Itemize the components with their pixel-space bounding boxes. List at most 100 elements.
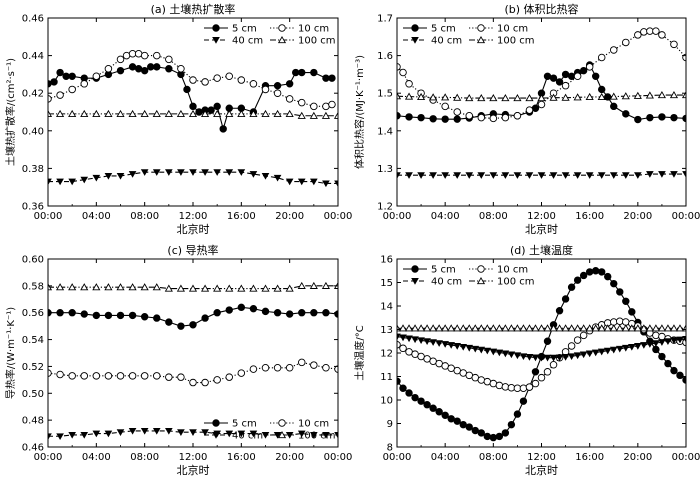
data-point — [477, 376, 486, 384]
data-point — [397, 172, 401, 179]
data-point — [429, 115, 437, 123]
data-point — [471, 324, 480, 332]
data-point — [591, 267, 600, 275]
data-point — [501, 172, 510, 179]
data-point — [435, 324, 444, 332]
data-point — [622, 297, 630, 305]
data-point — [177, 65, 185, 73]
data-point — [128, 311, 137, 320]
data-point — [310, 309, 318, 317]
data-point — [404, 92, 414, 100]
data-point — [429, 339, 437, 346]
data-point — [537, 373, 546, 382]
data-point — [152, 427, 161, 435]
y-tick-label: 0.36 — [22, 202, 44, 213]
series-line — [48, 53, 333, 107]
data-point — [213, 309, 221, 317]
data-point — [116, 283, 125, 291]
data-point — [249, 80, 258, 88]
data-point — [531, 368, 540, 376]
data-point — [670, 113, 678, 122]
data-point — [615, 345, 624, 353]
data-point — [513, 94, 522, 102]
y-tick-label: 0.52 — [22, 362, 44, 373]
data-point — [411, 393, 419, 402]
data-point — [627, 343, 636, 351]
data-point — [513, 172, 522, 179]
data-point — [489, 94, 498, 102]
data-point — [435, 340, 443, 347]
data-point — [675, 324, 685, 332]
data-point — [201, 109, 210, 117]
data-point — [177, 322, 185, 330]
data-point — [183, 85, 191, 94]
data-point — [188, 109, 198, 117]
data-point — [609, 92, 618, 100]
data-point — [657, 324, 666, 332]
y-tick-label: 0.60 — [22, 255, 44, 266]
data-point — [573, 336, 582, 344]
data-point — [670, 171, 678, 178]
legend-label: 5 cm — [431, 24, 456, 35]
data-point — [525, 383, 534, 391]
data-point — [664, 359, 672, 368]
y-tick-label: 13 — [380, 325, 393, 336]
series-line — [397, 30, 686, 119]
data-point — [453, 172, 462, 179]
data-point — [537, 100, 546, 109]
data-point — [537, 172, 546, 179]
data-point — [177, 373, 185, 381]
data-point — [128, 63, 137, 71]
data-point — [585, 324, 594, 332]
data-point — [201, 169, 209, 176]
data-point — [609, 324, 618, 332]
data-point — [273, 81, 282, 90]
data-point — [128, 109, 137, 117]
data-point — [585, 92, 594, 101]
data-point — [579, 331, 588, 340]
data-point — [658, 352, 666, 361]
y-tick-label: 10 — [380, 396, 393, 407]
data-point — [561, 93, 570, 101]
data-point — [453, 324, 462, 332]
data-point — [56, 370, 64, 379]
legend-label: 10 cm — [497, 24, 528, 35]
data-point — [555, 78, 564, 86]
data-point — [652, 340, 660, 347]
data-point — [670, 40, 678, 49]
data-point — [310, 68, 318, 77]
data-point — [116, 429, 125, 436]
y-tick-label: 0.56 — [22, 308, 44, 319]
x-tick-label: 20:00 — [623, 211, 652, 222]
data-point — [561, 172, 570, 179]
data-point — [561, 81, 570, 90]
data-point — [537, 94, 546, 102]
data-point — [207, 106, 215, 114]
data-point — [598, 268, 606, 276]
data-point — [658, 339, 666, 346]
data-point — [417, 172, 425, 179]
data-point — [507, 420, 516, 429]
y-axis-label: 体积比热容/(MJ·K⁻¹·m⁻³) — [353, 55, 366, 169]
data-point — [213, 109, 222, 117]
series-line — [48, 66, 332, 131]
data-point — [165, 318, 173, 326]
data-point — [417, 92, 426, 101]
x-tick-label: 08:00 — [479, 452, 508, 463]
x-tick-label: 00:00 — [383, 211, 412, 222]
data-point — [404, 324, 414, 332]
data-point — [273, 284, 282, 292]
data-point — [652, 27, 660, 35]
data-point — [543, 354, 552, 362]
data-point — [597, 53, 606, 62]
data-point — [543, 324, 552, 332]
x-tick-label: 04:00 — [431, 211, 460, 222]
data-point — [501, 324, 510, 332]
data-point — [310, 361, 318, 369]
data-point — [128, 171, 137, 178]
data-point — [298, 309, 306, 317]
data-point — [92, 283, 101, 291]
data-point — [676, 336, 684, 344]
data-point — [465, 423, 473, 431]
data-point — [165, 169, 173, 176]
